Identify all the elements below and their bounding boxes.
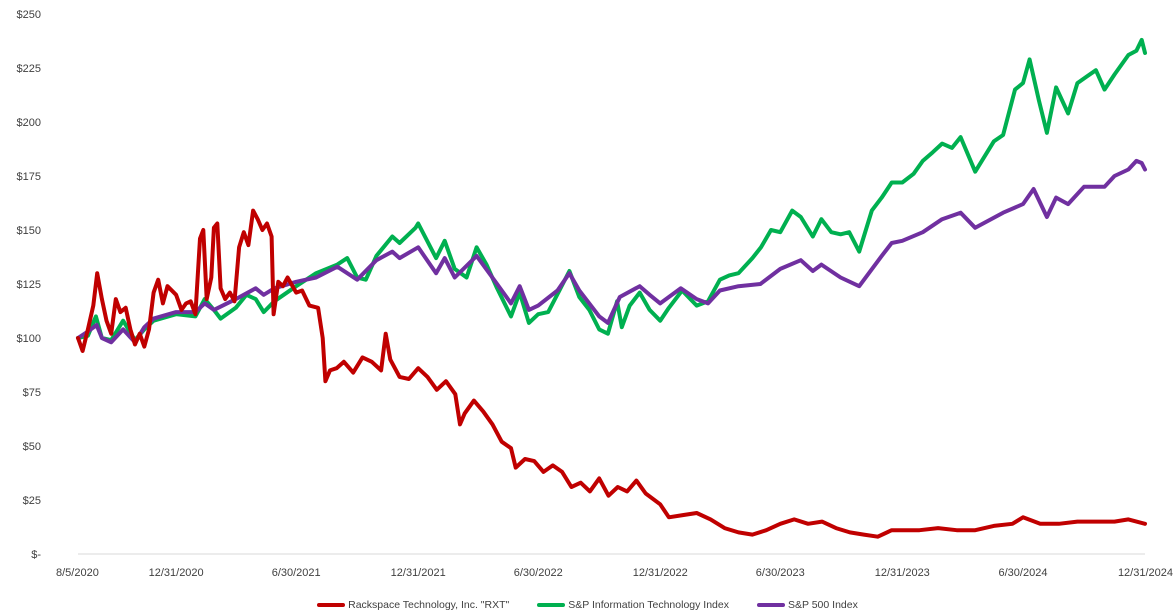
legend-item-rxt: Rackspace Technology, Inc. "RXT"	[317, 597, 509, 612]
y-tick-label: $225	[17, 63, 41, 75]
legend-label-rxt: Rackspace Technology, Inc. "RXT"	[348, 598, 510, 611]
legend-swatch-rxt	[317, 602, 346, 607]
y-tick-label: $125	[17, 279, 41, 291]
legend: Rackspace Technology, Inc. "RXT" S&P Inf…	[0, 597, 1175, 612]
legend-label-sp500: S&P 500 Index	[787, 598, 858, 611]
legend-item-sp-it: S&P Information Technology Index	[537, 597, 729, 612]
series-sp500-line	[76, 158, 1147, 345]
series-rxt-line	[76, 208, 1147, 539]
y-tick-label: $-	[31, 549, 41, 561]
x-tick-label: 6/30/2023	[756, 567, 805, 579]
y-tick-label: $100	[17, 333, 41, 345]
x-tick-label: 12/31/2024	[1118, 567, 1173, 579]
x-tick-label: 8/5/2020	[56, 567, 99, 579]
y-tick-label: $200	[17, 117, 41, 129]
y-axis: $- $25 $50 $75 $100 $125 $150 $175 $200 $225 $250	[17, 9, 42, 561]
y-tick-label: $25	[23, 495, 41, 507]
y-tick-label: $50	[23, 441, 41, 453]
legend-swatch-sp-it	[537, 602, 566, 607]
series-layer	[76, 37, 1147, 539]
series-sp-it-line	[76, 37, 1147, 343]
legend-label-sp-it: S&P Information Technology Index	[568, 598, 729, 611]
y-tick-label: $150	[17, 225, 41, 237]
y-tick-label: $75	[23, 387, 41, 399]
y-tick-label: $250	[17, 9, 41, 21]
x-tick-label: 12/31/2020	[149, 567, 204, 579]
legend-item-sp500: S&P 500 Index	[756, 597, 858, 612]
legend-swatch-sp500	[756, 602, 785, 607]
y-tick-label: $175	[17, 171, 41, 183]
x-tick-label: 12/31/2022	[633, 567, 688, 579]
x-axis: 8/5/2020 12/31/2020 6/30/2021 12/31/2021 6/3…	[56, 553, 1173, 579]
x-tick-label: 12/31/2023	[875, 567, 930, 579]
x-tick-label: 6/30/2024	[999, 567, 1048, 579]
x-tick-label: 12/31/2021	[391, 567, 446, 579]
line-chart: $-$25$50$75$100$125$150$175$200$225$250 …	[17, 9, 1173, 579]
x-tick-label: 6/30/2021	[272, 567, 321, 579]
x-tick-label: 6/30/2022	[514, 567, 563, 579]
